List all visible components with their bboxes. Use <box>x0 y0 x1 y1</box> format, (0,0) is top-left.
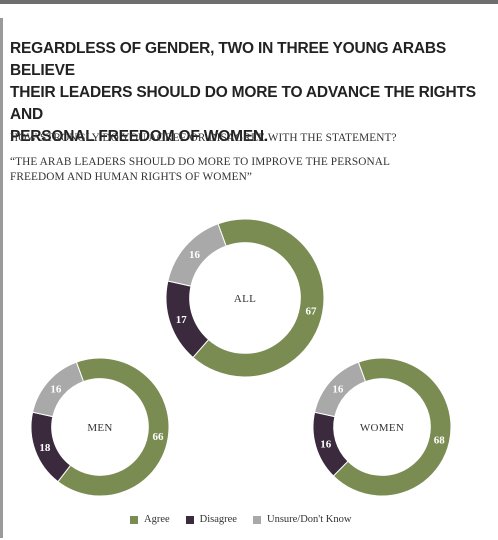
value-label-men-disagree: 18 <box>39 442 51 454</box>
statement-text: “THE ARAB LEADERS SHOULD DO MORE TO IMPR… <box>10 155 480 185</box>
value-label-all-agree: 67 <box>306 305 318 317</box>
value-label-all-unsure: 16 <box>189 249 201 261</box>
left-rule <box>0 18 3 538</box>
donut-center-label-women: WOMEN <box>360 422 404 434</box>
slice-all-unsure <box>167 223 227 287</box>
donut-center-label-all: ALL <box>234 293 256 305</box>
slice-all-agree <box>192 218 325 378</box>
legend: Agree Disagree Unsure/Don't Know <box>130 514 351 525</box>
legend-item-unsure: Unsure/Don't Know <box>252 514 352 525</box>
value-label-women-agree: 68 <box>434 435 446 447</box>
legend-swatch-agree <box>130 515 138 524</box>
legend-item-disagree: Disagree <box>185 514 237 525</box>
headline-line: REGARDLESS OF GENDER, TWO IN THREE YOUNG… <box>10 40 447 79</box>
slice-women-agree <box>332 357 452 497</box>
legend-swatch-unsure <box>252 515 261 524</box>
legend-item-agree: Agree <box>130 514 170 525</box>
slice-men-disagree <box>30 411 72 483</box>
legend-swatch-disagree <box>185 515 194 524</box>
value-label-women-unsure: 16 <box>332 383 344 395</box>
value-label-men-agree: 66 <box>152 431 164 443</box>
page-title: REGARDLESS OF GENDER, TWO IN THREE YOUNG… <box>10 38 480 148</box>
legend-label: Agree <box>144 514 170 525</box>
slice-men-agree <box>57 357 170 497</box>
slice-men-unsure <box>32 361 85 418</box>
value-label-all-disagree: 17 <box>176 314 188 326</box>
statement-line: FREEDOM AND HUMAN RIGHTS OF WOMEN” <box>10 171 253 183</box>
donut-center-label-men: MEN <box>87 422 112 434</box>
headline-line: THEIR LEADERS SHOULD DO MORE TO ADVANCE … <box>10 84 476 123</box>
top-bar <box>0 0 498 4</box>
value-label-women-disagree: 16 <box>320 439 332 451</box>
legend-label: Unsure/Don't Know <box>266 514 352 525</box>
value-label-men-unsure: 16 <box>50 383 62 395</box>
headline-line: PERSONAL FREEDOM OF WOMEN. <box>10 128 269 145</box>
slice-all-disagree <box>165 280 210 359</box>
question-text: HOW STRONGLY DO YOU AGREE OR DISAGREE WI… <box>10 132 397 144</box>
legend-label: Disagree <box>199 514 237 525</box>
slice-women-unsure <box>314 361 367 418</box>
statement-line: “THE ARAB LEADERS SHOULD DO MORE TO IMPR… <box>10 156 390 168</box>
